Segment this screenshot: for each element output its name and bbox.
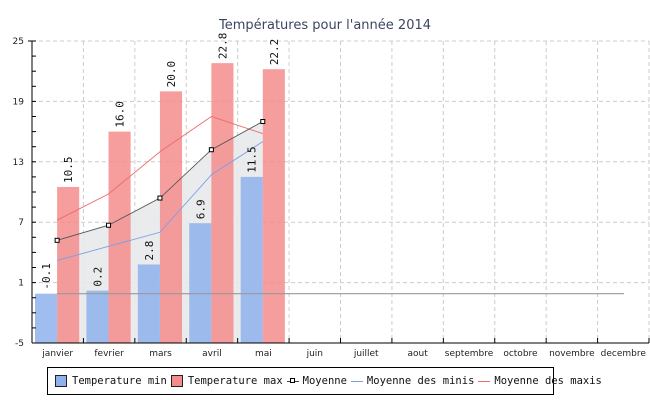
legend-item-temperature-max: Temperature max: [170, 375, 283, 387]
legend-item-moyenne-maxis: Moyenne des maxis: [478, 375, 602, 387]
red-line-icon: [478, 380, 491, 382]
bar-temperature-min: [137, 264, 160, 343]
legend-label: Moyenne: [302, 375, 347, 387]
x-tick-label: juillet: [353, 349, 379, 359]
x-tick-label: fevrier: [94, 349, 124, 359]
legend-item-temperature-min: Temperature min: [55, 375, 167, 387]
y-tick-label: 25: [13, 37, 24, 47]
bar-temperature-max: [262, 69, 285, 343]
legend-label: Moyenne des maxis: [494, 375, 602, 387]
bars: [35, 63, 285, 344]
legend-label: Temperature max: [187, 375, 283, 387]
data-label: 22.2: [268, 39, 281, 66]
x-tick-label: janvier: [41, 349, 73, 359]
line-moyenne-maxis: [56, 116, 263, 221]
x-tick-label: decembre: [601, 349, 647, 359]
moyenne-point: [106, 222, 112, 228]
data-label: 2.8: [143, 241, 156, 261]
x-tick-label: octobre: [503, 349, 538, 359]
moyenne-point: [54, 237, 60, 243]
bar-temperature-max: [108, 131, 131, 343]
bar-temperature-max: [159, 91, 183, 343]
x-tick-label: novembre: [549, 349, 595, 359]
y-tick-label: 1: [18, 279, 24, 289]
x-tick-label: avril: [202, 349, 222, 359]
data-label: -0.1: [40, 263, 53, 290]
data-label: 11.5: [246, 146, 259, 173]
line-moyenne-minis: [56, 141, 264, 261]
legend: Temperature min Temperature max Moyenne …: [47, 367, 602, 395]
data-labels: -0.1 0.2 2.8 6.9 11.5 10.5 16.0 20.0 22.8 22.2: [40, 33, 281, 290]
red-swatch-icon: [170, 375, 183, 387]
bar-temperature-max: [211, 63, 234, 343]
data-label: 0.2: [91, 267, 104, 287]
data-label: 6.9: [194, 199, 207, 219]
data-label: 22.8: [216, 33, 229, 60]
x-tick-label: juin: [306, 349, 323, 359]
chart-title: Températures pour l'année 2014: [218, 18, 431, 33]
y-tick-label: 7: [18, 218, 24, 228]
bar-temperature-max: [57, 186, 80, 343]
lines: [54, 116, 624, 295]
axes: -5 1 7 13 19 25 janvier fevrier mars avril mai juin…: [13, 37, 650, 359]
y-tick-label: 13: [13, 158, 24, 168]
legend-label: Moyenne des minis: [366, 375, 475, 387]
blue-line-icon: [350, 380, 363, 382]
moyenne-point: [157, 195, 163, 201]
legend-item-moyenne: Moyenne: [286, 375, 347, 387]
data-label: 10.5: [62, 156, 75, 183]
data-label: 16.0: [114, 101, 127, 128]
bar-temperature-min: [86, 290, 109, 343]
moyenne-point: [260, 119, 266, 125]
y-tick-label: -5: [15, 339, 24, 349]
moyenne-point: [208, 147, 214, 153]
blue-swatch-icon: [55, 375, 67, 387]
x-tick-label: aout: [407, 349, 428, 359]
y-tick-label: 19: [13, 97, 25, 107]
x-tick-label: mai: [255, 349, 272, 359]
data-label: 20.0: [165, 61, 178, 88]
x-tick-label: mars: [149, 349, 172, 359]
line-marker-icon: [286, 377, 299, 383]
bar-temperature-min: [35, 293, 58, 343]
bar-temperature-min: [189, 223, 212, 343]
legend-label: Temperature min: [72, 375, 167, 387]
legend-item-moyenne-minis: Moyenne des minis: [350, 375, 475, 387]
bar-temperature-min: [240, 176, 263, 343]
x-tick-label: septembre: [445, 349, 494, 359]
